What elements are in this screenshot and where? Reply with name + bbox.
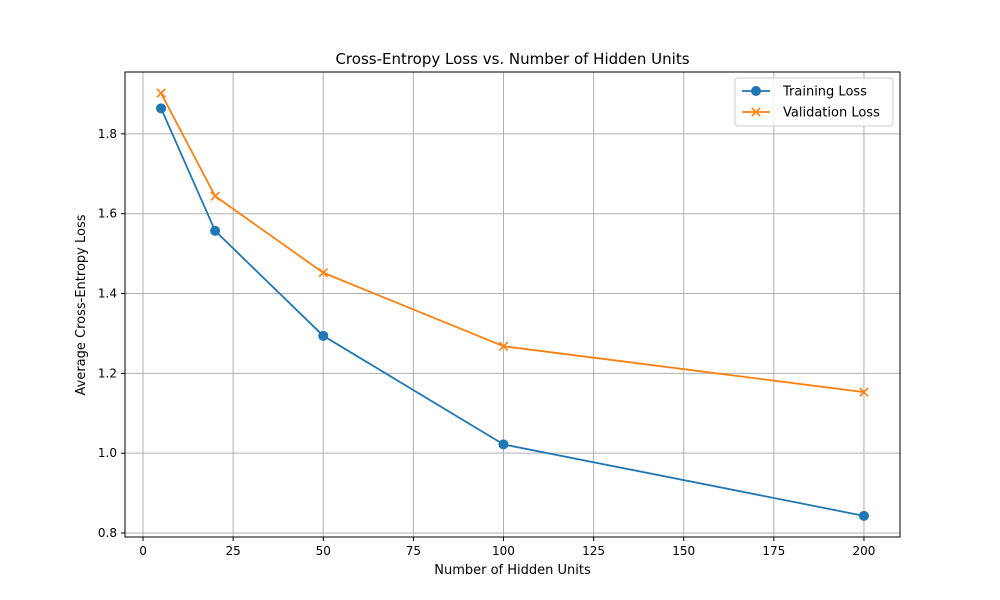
series-validation-loss [156,88,869,397]
series-line [160,107,865,517]
y-tick-label: 1.0 [98,446,117,460]
series-group [156,88,869,521]
data-point [156,103,167,114]
data-point [210,225,221,236]
legend-marker [751,107,761,117]
x-tick-label: 100 [492,544,515,558]
x-tick-label: 175 [762,544,785,558]
data-point [210,191,220,201]
legend-box [734,77,894,127]
y-tick-label: 0.8 [98,526,117,540]
legend-label: Training Loss [782,85,867,100]
series-line [160,92,865,394]
series-training-loss [156,103,869,521]
chart-title: Cross-Entropy Loss vs. Number of Hidden … [335,50,689,68]
y-tick-label: 1.8 [98,127,117,141]
y-tick-label: 1.6 [98,207,117,221]
x-axis-label: Number of Hidden Units [434,563,591,578]
data-point [498,341,509,351]
x-tick-label: 75 [406,544,421,558]
y-axis-ticks: 0.8 1.0 1.2 1.4 1.6 1.8 [98,127,125,540]
data-point [156,88,166,98]
data-point [318,330,329,341]
data-point [318,268,329,278]
legend: Training Loss Validation Loss [734,77,894,127]
x-tick-label: 0 [139,544,147,558]
plot-frame [124,71,901,538]
x-tick-label: 125 [582,544,605,558]
y-tick-label: 1.2 [98,366,117,380]
legend-item: Validation Loss [742,106,880,121]
x-tick-label: 200 [853,544,876,558]
legend-marker [751,86,761,96]
legend-label: Validation Loss [783,106,880,121]
x-tick-label: 150 [672,544,695,558]
x-tick-label: 25 [225,544,240,558]
grid [125,72,900,537]
y-axis-label: Average Cross-Entropy Loss [74,214,89,395]
data-point [498,439,509,450]
data-point [859,387,869,397]
legend-item: Training Loss [742,85,867,100]
x-tick-label: 50 [316,544,331,558]
data-point [858,510,869,521]
y-tick-label: 1.4 [98,287,117,301]
x-axis-ticks: 0 25 50 75 100 125 150 175 200 [139,537,875,558]
